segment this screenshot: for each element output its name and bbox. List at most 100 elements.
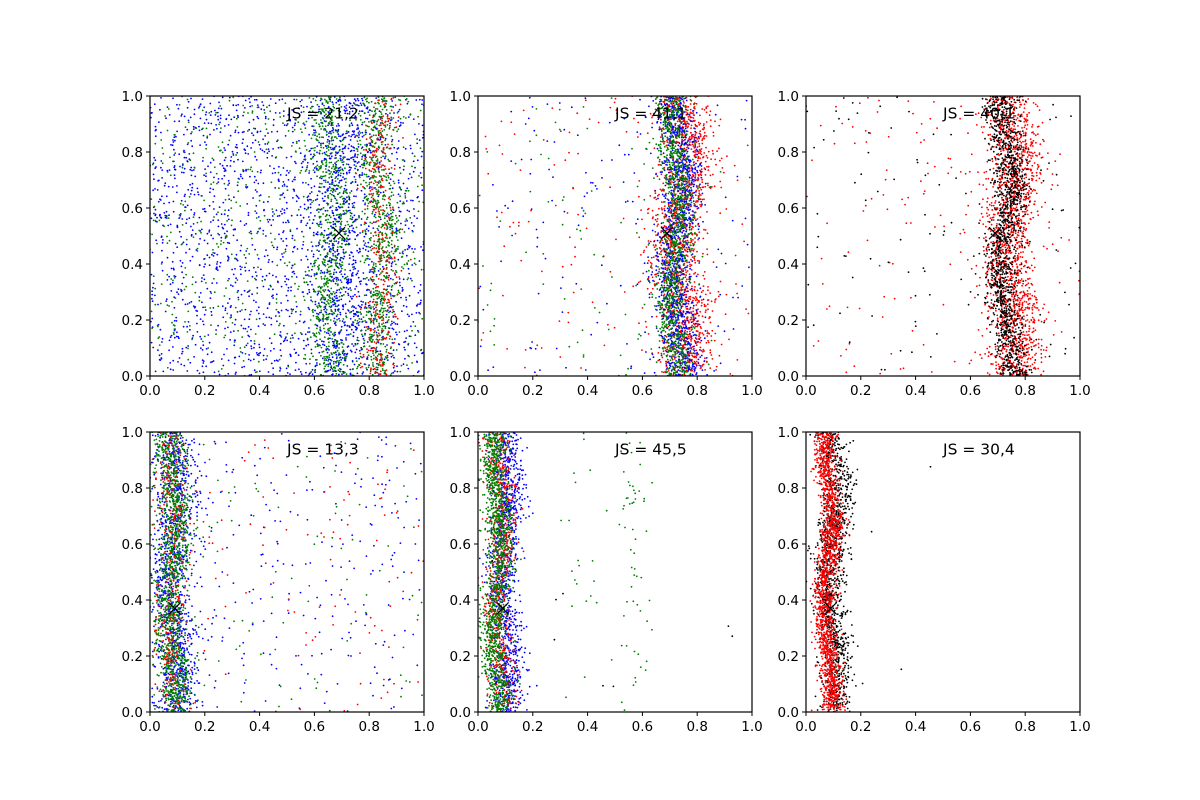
data-point — [279, 322, 281, 325]
data-point — [324, 305, 327, 308]
data-point — [248, 295, 251, 298]
data-point — [278, 187, 280, 190]
data-point — [301, 99, 303, 101]
data-point — [330, 292, 332, 295]
data-point — [176, 191, 178, 194]
data-point — [209, 133, 211, 136]
data-point — [234, 373, 237, 375]
data-point — [296, 248, 299, 250]
data-point — [358, 214, 360, 217]
data-point — [380, 247, 383, 250]
data-point — [336, 262, 338, 264]
data-point — [286, 189, 289, 192]
data-point — [338, 135, 340, 138]
data-point — [412, 170, 415, 173]
data-point — [388, 316, 390, 318]
data-point — [349, 287, 352, 289]
data-point — [369, 349, 372, 352]
data-point — [172, 97, 174, 100]
data-point — [218, 233, 221, 236]
data-point — [370, 121, 373, 124]
data-point — [354, 115, 357, 118]
data-point — [378, 180, 381, 182]
data-point — [322, 142, 325, 145]
data-point — [380, 115, 383, 118]
data-point — [374, 127, 377, 129]
data-point — [301, 131, 303, 134]
data-point — [336, 250, 339, 253]
data-point — [336, 360, 339, 362]
data-point — [382, 322, 385, 324]
data-point — [324, 209, 327, 212]
data-point — [397, 343, 400, 345]
data-point — [359, 250, 361, 253]
data-point — [299, 214, 302, 217]
data-point — [336, 349, 339, 352]
data-point — [351, 134, 354, 136]
data-point — [186, 218, 188, 221]
data-point — [321, 317, 324, 320]
data-point — [349, 217, 352, 220]
data-point — [387, 254, 389, 257]
data-point — [293, 239, 296, 242]
data-point — [241, 366, 244, 369]
data-point — [409, 147, 412, 150]
data-point — [158, 219, 161, 222]
data-point — [187, 347, 189, 350]
data-point — [348, 117, 351, 120]
data-point — [266, 106, 268, 109]
data-point — [356, 153, 359, 156]
data-point — [362, 102, 365, 105]
data-point — [378, 295, 381, 298]
data-point — [317, 223, 320, 226]
data-point — [311, 309, 314, 312]
data-point — [264, 135, 267, 137]
data-point — [321, 163, 324, 166]
data-point — [394, 104, 397, 107]
data-point — [421, 150, 424, 153]
data-point — [345, 373, 348, 376]
data-point — [362, 179, 365, 182]
data-point — [361, 335, 364, 338]
data-point — [280, 309, 283, 312]
data-point — [377, 131, 380, 134]
data-point — [332, 131, 335, 134]
data-point — [377, 278, 380, 280]
data-point — [210, 122, 213, 125]
data-point — [345, 104, 348, 107]
data-point — [178, 337, 180, 340]
data-point — [326, 357, 328, 359]
data-point — [334, 172, 337, 174]
data-point — [269, 110, 272, 113]
data-point — [390, 239, 393, 242]
data-point — [342, 157, 345, 160]
data-point — [349, 211, 352, 214]
data-point — [389, 352, 391, 355]
data-point — [346, 278, 348, 281]
data-point — [202, 344, 205, 347]
data-point — [181, 262, 184, 264]
data-point — [176, 224, 179, 227]
data-point — [353, 306, 355, 309]
data-point — [181, 282, 184, 285]
data-point — [319, 223, 321, 226]
data-point — [372, 272, 375, 274]
data-point — [342, 308, 344, 311]
data-point — [320, 278, 323, 280]
data-point — [263, 208, 265, 211]
data-point — [381, 198, 384, 200]
data-point — [385, 207, 388, 209]
data-point — [384, 137, 387, 140]
data-point — [242, 360, 245, 362]
data-point — [239, 268, 242, 271]
data-point — [379, 258, 381, 261]
data-point — [347, 234, 349, 237]
data-point — [220, 243, 222, 246]
data-point — [265, 274, 268, 277]
data-point — [290, 312, 293, 315]
data-point — [209, 221, 212, 223]
data-point — [375, 318, 378, 321]
data-point — [387, 176, 390, 179]
data-point — [286, 169, 288, 172]
data-point — [319, 328, 322, 330]
